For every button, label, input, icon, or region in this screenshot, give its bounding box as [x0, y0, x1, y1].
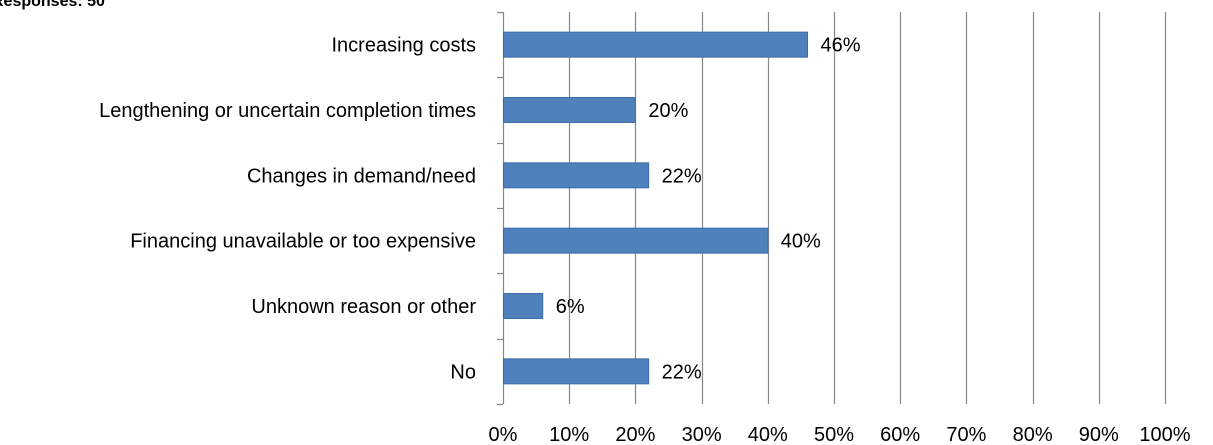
bar [503, 227, 769, 254]
bar [503, 293, 544, 319]
category-label: Changes in demand/need [247, 165, 476, 187]
data-label: 22% [662, 165, 702, 187]
x-tick-label: 90% [1079, 424, 1119, 445]
data-labels: 46% 20% 22% 40% 6% 22% [556, 35, 861, 384]
category-labels: Increasing costs Lengthening or uncertain… [99, 35, 476, 384]
x-tick-label: 20% [615, 424, 655, 445]
grid-lines [568, 12, 1167, 404]
data-label: 46% [821, 35, 861, 57]
x-tick-label: 0% [489, 424, 518, 445]
x-tick-label: 60% [880, 424, 920, 445]
category-label: Increasing costs [331, 35, 476, 57]
bar [503, 31, 809, 58]
x-tick-label: 40% [748, 424, 788, 445]
bars [503, 31, 809, 385]
bar [503, 97, 636, 123]
x-tick-label: 30% [682, 424, 722, 445]
category-label: Unknown reason or other [251, 296, 476, 318]
bar [503, 162, 650, 189]
category-label: Financing unavailable or too expensive [130, 231, 476, 253]
category-label: Lengthening or uncertain completion time… [99, 100, 476, 122]
bar [503, 358, 650, 385]
x-tick-label: 70% [946, 424, 986, 445]
x-tick-label: 100% [1139, 424, 1190, 445]
x-tick-label: 10% [549, 424, 589, 445]
x-tick-label: 80% [1013, 424, 1053, 445]
data-label: 22% [662, 361, 702, 383]
chart-title: Responses: 50 [0, 0, 105, 10]
x-axis-tick-labels: 0% 10% 20% 30% 40% 50% 60% 70% 80% 90% 100% [489, 424, 1191, 445]
x-tick-label: 50% [814, 424, 854, 445]
category-label: No [450, 361, 476, 383]
data-label: 40% [781, 231, 821, 253]
data-label: 20% [648, 100, 688, 122]
category-axis [497, 11, 505, 406]
data-label: 6% [556, 296, 585, 318]
